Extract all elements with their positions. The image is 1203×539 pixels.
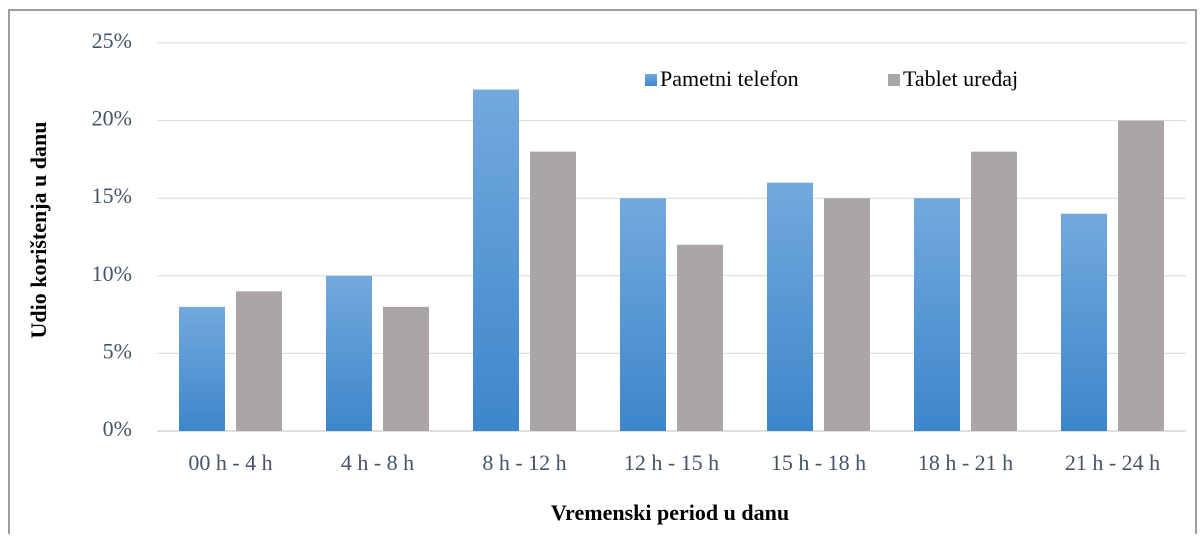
x-tick-label: 12 h - 15 h xyxy=(624,450,719,475)
legend-swatch xyxy=(645,74,657,86)
bar xyxy=(179,306,225,431)
y-tick-label: 10% xyxy=(92,261,132,286)
y-axis-title: Udio korištenja u danu xyxy=(26,121,51,338)
x-axis-title: Vremenski period u danu xyxy=(551,500,789,525)
y-tick-label: 15% xyxy=(92,183,132,208)
x-tick-label: 18 h - 21 h xyxy=(918,450,1013,475)
bar xyxy=(824,198,870,431)
legend-label: Tablet uređaj xyxy=(903,66,1018,91)
bar xyxy=(677,244,723,431)
y-tick-label: 0% xyxy=(103,416,132,441)
bar xyxy=(914,198,960,431)
bar xyxy=(1118,120,1164,431)
bar xyxy=(971,151,1017,431)
legend-swatch xyxy=(888,74,900,86)
y-tick-label: 25% xyxy=(92,28,132,53)
bar xyxy=(383,306,429,431)
x-tick-label: 4 h - 8 h xyxy=(341,450,414,475)
x-tick-label: 8 h - 12 h xyxy=(482,450,566,475)
y-tick-label: 5% xyxy=(103,338,132,363)
bar xyxy=(1061,213,1107,431)
bar xyxy=(236,291,282,431)
legend-label: Pametni telefon xyxy=(660,66,799,91)
x-tick-label: 00 h - 4 h xyxy=(188,450,272,475)
bar xyxy=(530,151,576,431)
bar xyxy=(473,89,519,431)
x-tick-label: 15 h - 18 h xyxy=(771,450,866,475)
bar xyxy=(767,182,813,431)
y-tick-label: 20% xyxy=(92,106,132,131)
x-tick-label: 21 h - 24 h xyxy=(1065,450,1160,475)
bar xyxy=(326,275,372,431)
bar xyxy=(620,198,666,431)
